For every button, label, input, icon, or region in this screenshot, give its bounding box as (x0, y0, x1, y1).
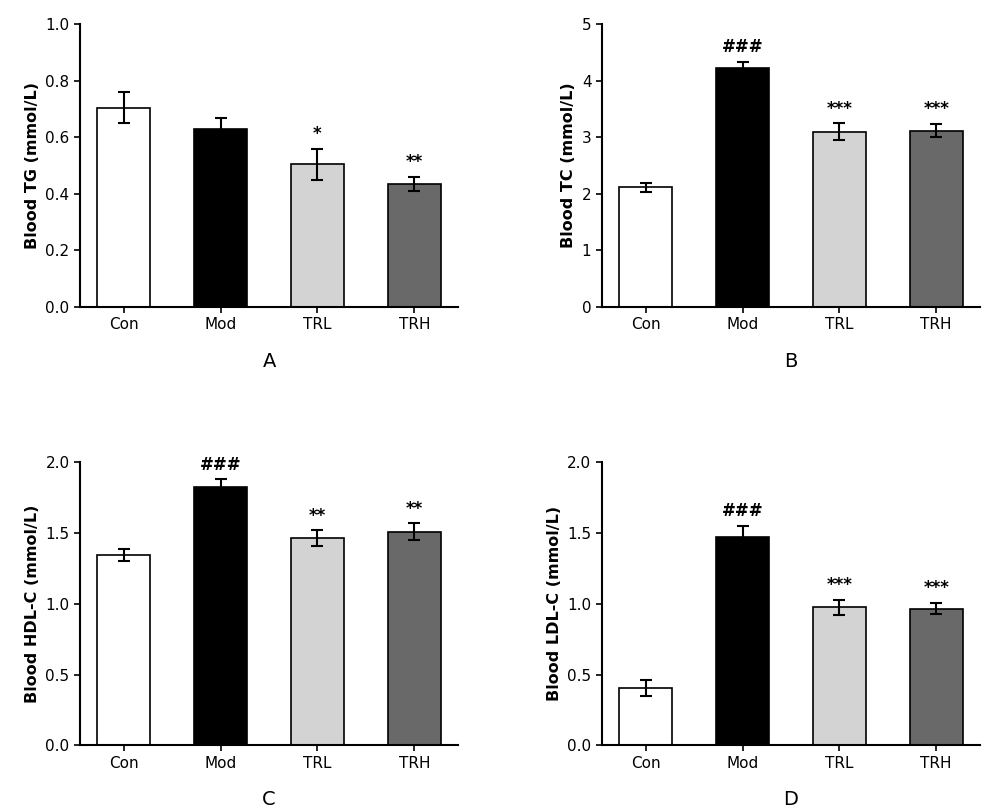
Text: B: B (784, 352, 798, 370)
Text: D: D (783, 790, 798, 808)
Bar (619, 187, 672, 307)
Bar (291, 538, 344, 745)
Bar (388, 184, 441, 307)
Text: A: A (262, 352, 276, 370)
Bar (291, 164, 344, 307)
Bar (388, 531, 441, 745)
Bar (194, 488, 247, 745)
Text: ###: ### (200, 456, 241, 474)
Text: ###: ### (722, 502, 763, 521)
Text: C: C (262, 790, 276, 808)
Bar (716, 68, 769, 307)
Text: **: ** (406, 500, 423, 518)
Text: ***: *** (826, 100, 852, 117)
Bar (813, 132, 866, 307)
Text: ***: *** (923, 100, 949, 118)
Bar (619, 688, 672, 745)
Bar (97, 108, 150, 307)
Text: ###: ### (722, 38, 763, 56)
Text: ***: *** (923, 579, 949, 598)
Bar (716, 537, 769, 745)
Y-axis label: Blood TG (mmol/L): Blood TG (mmol/L) (25, 82, 40, 249)
Text: *: * (313, 125, 322, 143)
Y-axis label: Blood LDL-C (mmol/L): Blood LDL-C (mmol/L) (547, 506, 562, 701)
Text: **: ** (309, 507, 326, 525)
Y-axis label: Blood HDL-C (mmol/L): Blood HDL-C (mmol/L) (25, 505, 40, 703)
Bar (97, 555, 150, 745)
Bar (910, 609, 963, 745)
Bar (910, 130, 963, 307)
Y-axis label: Blood TC (mmol/L): Blood TC (mmol/L) (561, 83, 576, 249)
Text: ***: *** (826, 576, 852, 594)
Text: **: ** (406, 153, 423, 171)
Bar (813, 608, 866, 745)
Bar (194, 129, 247, 307)
